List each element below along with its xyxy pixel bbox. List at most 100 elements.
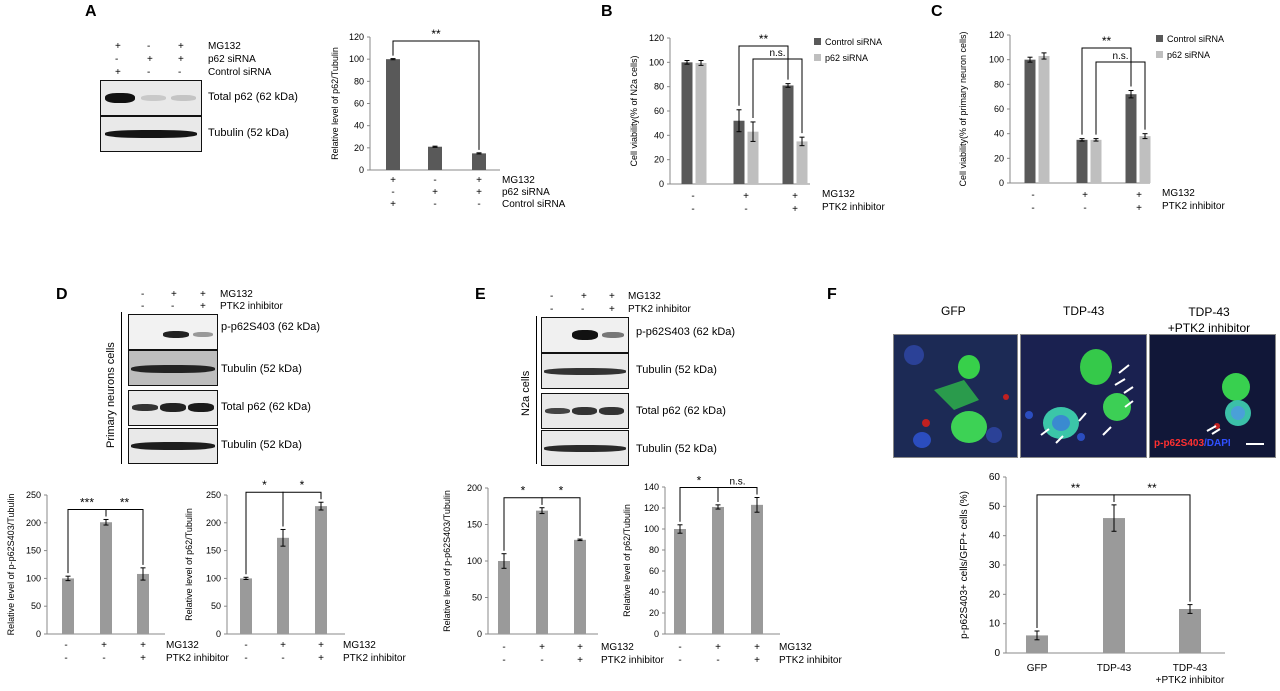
sign: + (115, 41, 121, 52)
blot-e-tubulin-2 (541, 430, 629, 466)
y-axis-label: Cell viability(% of primary neuron cells… (958, 31, 968, 186)
bracket-line (121, 312, 122, 464)
y-tick-label: 40 (989, 531, 1001, 542)
condition-label: PTK2 inhibitor (628, 304, 691, 315)
condition-sign: + (280, 640, 286, 651)
significance-bracket (1036, 494, 1115, 628)
y-tick-label: 40 (354, 121, 364, 131)
condition-sign: - (716, 655, 719, 666)
bar (1139, 136, 1151, 183)
y-tick-label: 0 (477, 629, 482, 639)
condition-label: p62 siRNA (208, 54, 256, 65)
y-tick-label: 200 (467, 483, 482, 493)
image-title: GFP (941, 304, 966, 318)
y-tick-label: 50 (211, 601, 221, 611)
micrograph-tdp43 (1020, 334, 1147, 458)
y-tick-label: 40 (654, 130, 664, 140)
condition-sign: - (433, 199, 436, 210)
condition-label: p62 siRNA (502, 187, 550, 198)
image-title: TDP-43 (1063, 304, 1105, 318)
y-axis-label: Cell viability(% of N2a cells) (629, 55, 639, 166)
legend-swatch (1156, 51, 1163, 58)
sign: + (581, 291, 587, 302)
y-tick-label: 20 (649, 608, 659, 618)
condition-label: MG132 (628, 291, 661, 302)
bar (1103, 518, 1125, 653)
stain-blue-label: /DAPI (1204, 438, 1231, 449)
y-tick-label: 60 (994, 104, 1004, 114)
condition-sign: + (318, 653, 324, 664)
y-tick-label: 0 (359, 165, 364, 175)
condition-sign: + (1136, 203, 1142, 214)
band-label: Tubulin (52 kDa) (636, 364, 717, 376)
condition-sign: - (678, 642, 681, 653)
y-axis-label: Relative level of p-p62S403/Tubulin (6, 494, 16, 636)
y-tick-label: 0 (216, 629, 221, 639)
condition-sign: + (476, 175, 482, 186)
sign: + (609, 291, 615, 302)
y-tick-label: 140 (644, 482, 659, 492)
bar (277, 537, 289, 634)
condition-label: MG132 (166, 640, 199, 651)
condition-label: PTK2 inhibitor (601, 655, 664, 666)
condition-label: MG132 (779, 642, 812, 653)
condition-label: PTK2 inhibitor (779, 655, 842, 666)
condition-sign: + (390, 175, 396, 186)
condition-sign: - (1083, 203, 1086, 214)
condition-label: PTK2 inhibitor (822, 202, 885, 213)
y-tick-label: 150 (467, 520, 482, 530)
y-tick-label: 120 (649, 33, 664, 43)
sign: - (550, 304, 554, 315)
condition-sign: - (244, 640, 247, 651)
y-tick-label: 60 (354, 99, 364, 109)
y-tick-label: 0 (994, 648, 1000, 659)
bar (1026, 635, 1048, 653)
sign: - (115, 54, 119, 65)
y-tick-label: 200 (26, 518, 41, 528)
condition-sign: + (792, 191, 798, 202)
y-tick-label: 50 (31, 601, 41, 611)
category-label: +PTK2 inhibitor (1156, 675, 1225, 686)
y-tick-label: 80 (994, 79, 1004, 89)
sign: + (200, 301, 206, 312)
sign: - (178, 67, 182, 78)
condition-sign: - (64, 653, 67, 664)
significance-bracket (1081, 47, 1132, 135)
panel-label-b: B (601, 3, 613, 20)
y-tick-label: 120 (989, 30, 1004, 40)
condition-label: MG132 (220, 289, 253, 300)
sign: + (609, 304, 615, 315)
legend-label: Control siRNA (825, 37, 882, 47)
condition-sign: - (502, 642, 505, 653)
y-tick-label: 100 (349, 54, 364, 64)
condition-sign: + (715, 642, 721, 653)
band-label: Tubulin (52 kDa) (208, 127, 289, 139)
significance-label: * (262, 478, 267, 492)
significance-label: * (697, 474, 702, 488)
y-tick-label: 20 (989, 589, 1001, 600)
y-tick-label: 60 (649, 566, 659, 576)
condition-sign: - (433, 175, 436, 186)
y-axis-label: Relative level of p62/Tubulin (330, 47, 340, 160)
condition-sign: + (432, 187, 438, 198)
condition-label: MG132 (208, 41, 241, 52)
sign: - (550, 291, 554, 302)
significance-label: n.s. (1112, 51, 1128, 62)
significance-bracket (752, 58, 803, 134)
significance-label: ** (1147, 481, 1157, 495)
condition-sign: - (391, 187, 394, 198)
bar (1024, 59, 1036, 183)
y-tick-label: 0 (659, 179, 664, 189)
y-tick-label: 0 (654, 629, 659, 639)
significance-label: * (559, 484, 564, 498)
y-tick-label: 10 (989, 619, 1001, 630)
sign: + (178, 41, 184, 52)
y-tick-label: 150 (206, 546, 221, 556)
bar (574, 539, 586, 634)
panel-label-c: C (931, 3, 943, 20)
significance-label: n.s. (769, 48, 785, 59)
blot-a-tubulin (100, 116, 202, 152)
y-tick-label: 50 (472, 593, 482, 603)
y-tick-label: 80 (654, 82, 664, 92)
